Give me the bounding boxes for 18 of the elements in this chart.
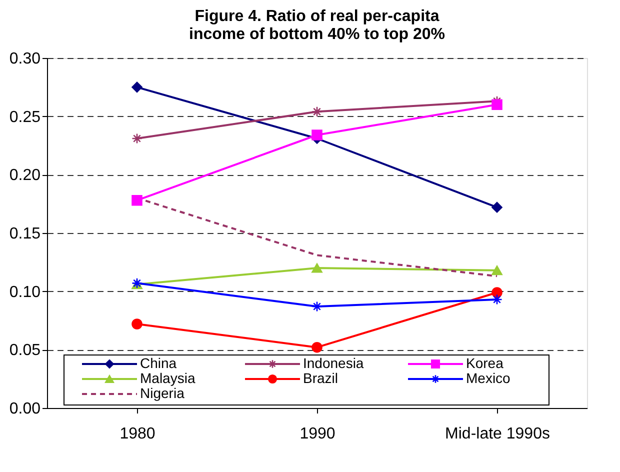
y-tick-label: 0.25: [9, 108, 41, 126]
y-tick-label: 0.15: [9, 226, 41, 242]
y-tick-label: 0.10: [9, 284, 41, 301]
legend-label: China: [140, 355, 177, 371]
legend-label: Brazil: [303, 370, 338, 386]
y-tick-label: 0.05: [9, 342, 41, 360]
y-tick-label: 0.30: [9, 50, 41, 68]
chart-title: Figure 4. Ratio of real per-capita income of bottom 40% to top 20%: [188, 8, 446, 43]
legend-label: Mexico: [466, 370, 511, 386]
x-tick-label: Mid-late 1990s: [445, 426, 550, 442]
x-tick-label: 1990: [300, 426, 336, 442]
legend-label: Korea: [466, 355, 504, 371]
legend-label: Nigeria: [140, 385, 185, 401]
legend-label: Indonesia: [303, 355, 364, 371]
y-tick-label: 0.00: [9, 400, 41, 418]
legend-label: Malaysia: [140, 370, 196, 386]
x-tick-label: 1980: [120, 426, 156, 442]
y-tick-label: 0.20: [9, 167, 41, 184]
